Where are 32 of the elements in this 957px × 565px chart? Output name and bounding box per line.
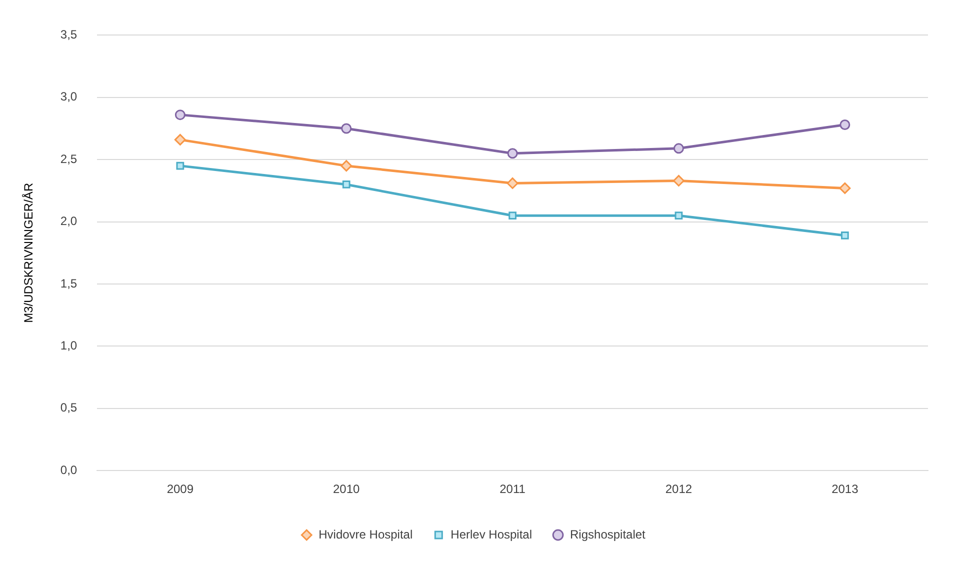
point (508, 212, 516, 220)
point (507, 148, 518, 159)
legend-label: Hvidovre Hospital (318, 527, 413, 542)
point (840, 120, 850, 130)
y-tick-label: 2,5 (60, 152, 78, 166)
y-axis-title: M3/UDSKRIVNINGER/ÅR (22, 182, 36, 323)
x-tick-label: 2013 (832, 482, 859, 496)
y-tick-label: 0,0 (60, 462, 78, 477)
y-tick-label: 3,0 (60, 90, 78, 104)
x-tick-label: 2011 (500, 482, 526, 496)
point (506, 177, 518, 189)
point (341, 123, 352, 134)
x-tick-label: 2009 (166, 482, 194, 496)
y-tick-label: 0,5 (60, 400, 78, 415)
point (673, 143, 684, 154)
point (340, 160, 352, 172)
legend-label: Rigshospitalet (570, 527, 646, 542)
point (674, 212, 683, 220)
y-tick-label: 1,0 (60, 338, 78, 353)
point (176, 162, 184, 170)
point (672, 175, 684, 186)
y-tick-label: 1,5 (60, 276, 78, 290)
y-tick-label: 3,5 (60, 28, 78, 42)
point (174, 110, 186, 120)
point (839, 182, 851, 194)
point (840, 232, 849, 240)
point (342, 180, 350, 188)
x-tick-label: 2012 (665, 482, 692, 496)
point (174, 134, 186, 146)
legend-label: Herlev Hospital (450, 527, 532, 542)
x-tick-label: 2010 (333, 482, 360, 496)
y-tick-label: 2,0 (60, 214, 78, 228)
